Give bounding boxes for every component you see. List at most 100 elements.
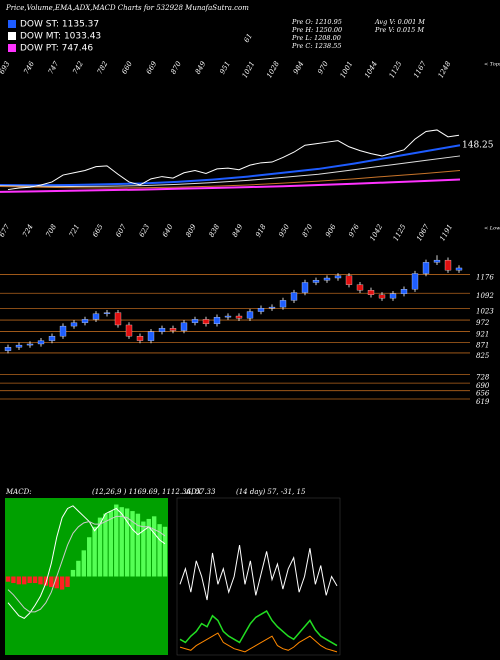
macd-panel [5, 498, 168, 655]
candle-body [389, 293, 397, 299]
macd-bar [157, 524, 162, 577]
macd-bar [119, 507, 124, 577]
macd-bar [108, 511, 114, 577]
y-tick-label: 825 [476, 352, 490, 360]
adx-panel [176, 497, 341, 656]
candle-body [81, 319, 89, 323]
macd-line [7, 505, 166, 619]
candle-body [301, 282, 309, 293]
legend-swatch [8, 20, 16, 28]
y-tick-label: 972 [476, 319, 490, 327]
macd-bar [49, 576, 54, 587]
price-line [7, 129, 460, 191]
macd-bar [5, 576, 11, 582]
candle-body [125, 324, 133, 337]
candle-body [15, 344, 23, 348]
y-tick-label: 1176 [476, 273, 494, 281]
candle-body [455, 267, 463, 271]
adx-params: (14 day) 57, -31, 15 [236, 488, 306, 496]
candle-body [103, 312, 111, 314]
candle-body [4, 347, 12, 351]
macd-bar [54, 576, 59, 589]
macd-bar [135, 513, 141, 577]
candle-body [444, 259, 452, 271]
candle-body [312, 280, 320, 283]
info-text: Pre C: 1238.55 [291, 42, 342, 50]
y-tick-label: 690 [476, 382, 490, 390]
candle-body [26, 343, 34, 346]
macd-bar [146, 518, 151, 577]
legend-swatch [8, 44, 16, 52]
macd-bar [16, 576, 22, 585]
y-tick-label: 619 [476, 398, 490, 406]
candle-body [158, 328, 166, 332]
ema-line [0, 144, 461, 187]
candle-body [433, 259, 441, 263]
macd-line [7, 515, 166, 613]
candle-body [290, 292, 298, 301]
y-tick-label: 656 [476, 390, 490, 398]
candle-body [345, 275, 353, 285]
macd-bar [151, 516, 157, 577]
candle-body [224, 315, 232, 318]
macd-bar [114, 504, 119, 577]
macd-bar [70, 569, 76, 577]
candle-body [202, 319, 210, 325]
macd-bar [32, 576, 38, 584]
candle-body [411, 273, 419, 290]
macd-bar [141, 521, 146, 577]
macd-label: MACD: [5, 488, 32, 496]
macd-bar [103, 513, 108, 577]
tops-marker: < Tops [484, 62, 500, 68]
candle-body [279, 300, 287, 308]
macd-bar [162, 526, 168, 577]
candle-body [367, 290, 375, 295]
candle-body [92, 313, 100, 320]
legend-label: DOW ST: 1135.37 [20, 20, 99, 30]
macd-bar [65, 576, 70, 587]
adx-label: ADX [185, 488, 203, 496]
candle-body [180, 322, 188, 331]
lows-marker: < Lows [484, 226, 500, 232]
info-text: Pre H: 1250.00 [291, 26, 342, 34]
macd-bar [81, 550, 86, 577]
macd-params: (12,26,9 ) 1169.69, 1112.36, 57.33 [92, 488, 216, 496]
info-text: Pre O: 1210.95 [291, 18, 342, 26]
y-tick-label: 921 [476, 330, 489, 338]
candle-body [191, 319, 199, 323]
y-tick-label: 728 [476, 374, 490, 382]
legend-swatch [8, 32, 16, 40]
candle-body [257, 308, 265, 312]
macd-bar [59, 576, 65, 590]
candle-body [323, 277, 331, 281]
macd-bar [87, 537, 92, 577]
info-text: Avg V: 0.001 M [374, 18, 425, 26]
candle-body [70, 322, 78, 327]
ema-line [0, 169, 461, 189]
macd-bar [76, 560, 81, 577]
candle-body [169, 328, 177, 331]
y-tick-label: 1023 [476, 308, 494, 316]
macd-bar [130, 511, 135, 577]
candle-body [400, 289, 408, 294]
low-label: 677 [0, 223, 12, 239]
macd-bar [92, 526, 97, 577]
adx-line [179, 610, 338, 647]
candle-body [356, 284, 364, 291]
macd-bar [38, 576, 43, 585]
macd-bar [27, 576, 32, 584]
candle-body [114, 312, 122, 326]
candle-body [235, 315, 243, 319]
candle-body [378, 294, 386, 299]
candle-body [48, 335, 56, 341]
candle-body [147, 331, 155, 341]
info-text: Pre V: 0.015 M [374, 26, 424, 34]
macd-bar [11, 576, 16, 584]
candle-body [37, 340, 45, 345]
y-tick-label: 1092 [476, 292, 494, 300]
candle-body [59, 325, 67, 337]
candle-body [334, 275, 342, 279]
candle-body [136, 335, 144, 341]
chart-title: Price,Volume,EMA,ADX,MACD Charts for 532… [5, 4, 249, 12]
